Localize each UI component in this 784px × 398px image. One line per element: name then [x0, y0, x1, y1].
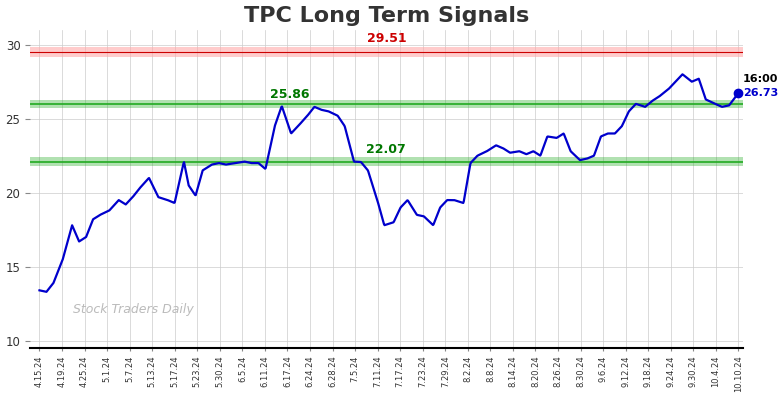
Text: 22.07: 22.07: [365, 143, 405, 156]
Text: 16:00: 16:00: [743, 74, 779, 84]
Text: 29.51: 29.51: [367, 31, 406, 45]
Bar: [30, 158, 743, 166]
Bar: [30, 47, 743, 57]
Title: TPC Long Term Signals: TPC Long Term Signals: [244, 6, 529, 25]
Text: 25.86: 25.86: [270, 88, 310, 101]
Text: Stock Traders Daily: Stock Traders Daily: [73, 303, 194, 316]
Text: 26.73: 26.73: [743, 88, 779, 98]
Bar: [30, 100, 743, 108]
